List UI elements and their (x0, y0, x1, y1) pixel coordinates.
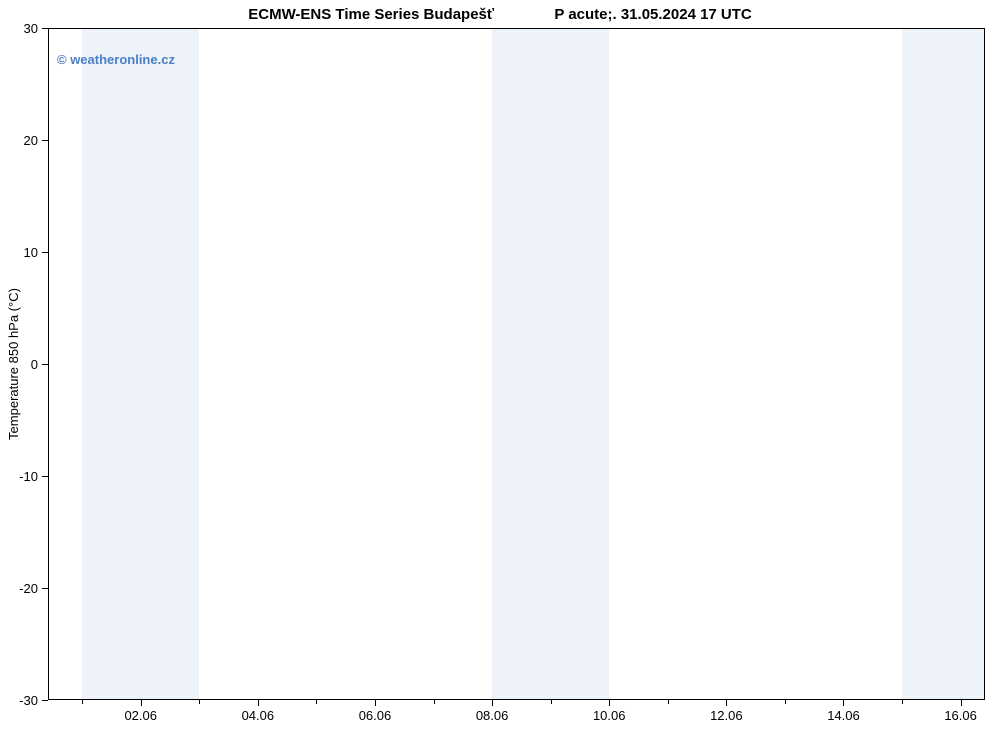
y-tick-label: 30 (0, 21, 38, 36)
y-tick-mark (42, 252, 48, 253)
x-tick-mark (609, 700, 610, 706)
watermark: © weatheronline.cz (57, 52, 175, 67)
x-minor-tick-mark (902, 700, 903, 704)
x-tick-mark (726, 700, 727, 706)
y-tick-mark (42, 588, 48, 589)
x-tick-label: 08.06 (476, 708, 509, 723)
plot-wrap (48, 28, 985, 700)
x-tick-label: 14.06 (827, 708, 860, 723)
x-minor-tick-mark (668, 700, 669, 704)
x-tick-label: 04.06 (242, 708, 275, 723)
x-tick-label: 12.06 (710, 708, 743, 723)
x-tick-label: 02.06 (124, 708, 157, 723)
y-tick-label: -10 (0, 469, 38, 484)
weekend-band (902, 28, 985, 700)
x-minor-tick-mark (82, 700, 83, 704)
x-minor-tick-mark (199, 700, 200, 704)
y-tick-mark (42, 476, 48, 477)
x-minor-tick-mark (434, 700, 435, 704)
x-minor-tick-mark (316, 700, 317, 704)
title-part-b: P acute;. 31.05.2024 17 UTC (554, 6, 751, 23)
y-tick-label: -30 (0, 693, 38, 708)
x-minor-tick-mark (785, 700, 786, 704)
x-tick-label: 10.06 (593, 708, 626, 723)
weekend-band (492, 28, 609, 700)
y-tick-mark (42, 140, 48, 141)
x-tick-mark (141, 700, 142, 706)
x-tick-mark (258, 700, 259, 706)
x-minor-tick-mark (551, 700, 552, 704)
x-tick-mark (375, 700, 376, 706)
y-tick-mark (42, 28, 48, 29)
y-tick-mark (42, 700, 48, 701)
x-tick-mark (843, 700, 844, 706)
weekend-band (82, 28, 199, 700)
x-tick-label: 06.06 (359, 708, 392, 723)
y-tick-label: 10 (0, 245, 38, 260)
chart-container: ECMW-ENS Time Series Budapešť P acute;. … (0, 0, 1000, 733)
x-tick-mark (961, 700, 962, 706)
x-tick-mark (492, 700, 493, 706)
y-tick-label: -20 (0, 581, 38, 596)
y-tick-label: 0 (0, 357, 38, 372)
chart-title: ECMW-ENS Time Series Budapešť P acute;. … (0, 6, 1000, 23)
y-tick-mark (42, 364, 48, 365)
y-tick-label: 20 (0, 133, 38, 148)
title-part-a: ECMW-ENS Time Series Budapešť (248, 6, 494, 23)
plot-area (48, 28, 985, 700)
x-tick-label: 16.06 (944, 708, 977, 723)
